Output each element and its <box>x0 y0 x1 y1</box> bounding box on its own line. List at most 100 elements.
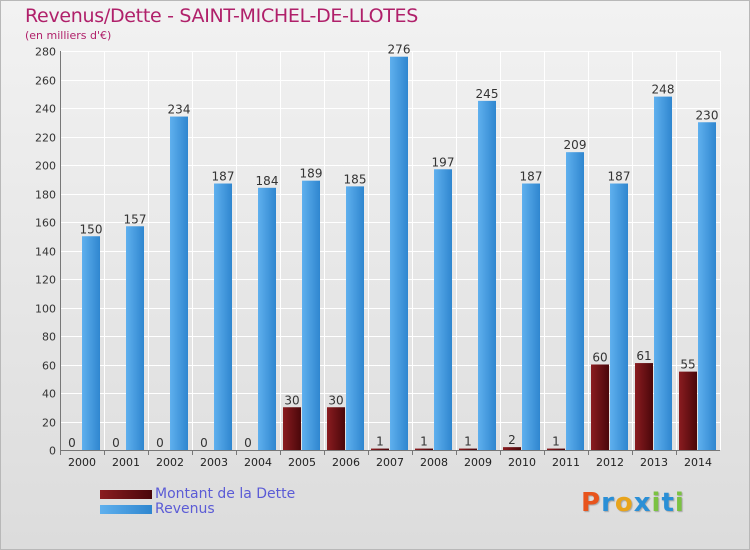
y-tick-label: 280 <box>35 46 56 59</box>
x-tick-label: 2013 <box>640 456 668 469</box>
data-label-revenue: 276 <box>388 43 411 57</box>
x-tick-label: 2002 <box>156 456 184 469</box>
bar-debt <box>591 364 609 450</box>
x-tick-label: 2008 <box>420 456 448 469</box>
logo-letter: P <box>581 488 602 518</box>
legend-item-debt: Montant de la Dette <box>100 487 295 502</box>
data-label-debt: 61 <box>636 349 651 363</box>
data-label-revenue: 187 <box>520 170 543 184</box>
x-tick-label: 2010 <box>508 456 536 469</box>
chart-subtitle: (en milliers d'€) <box>25 29 112 42</box>
y-tick-label: 120 <box>35 274 56 287</box>
data-label-revenue: 245 <box>476 87 499 101</box>
y-tick-label: 100 <box>35 303 56 316</box>
y-tick-label: 260 <box>35 75 56 88</box>
bar-debt <box>283 407 301 450</box>
x-tick-label: 2004 <box>244 456 272 469</box>
bar-revenue <box>82 236 100 450</box>
data-label-debt: 0 <box>156 436 164 450</box>
data-label-debt: 1 <box>376 435 384 449</box>
logo-letter: x <box>633 488 652 518</box>
bar-revenue <box>302 180 320 451</box>
y-tick-label: 220 <box>35 132 56 145</box>
data-label-debt: 0 <box>200 436 208 450</box>
bar-revenue <box>566 152 584 451</box>
y-tick-label: 0 <box>49 445 56 458</box>
bar-revenue <box>654 96 672 450</box>
bar-revenue <box>258 187 276 451</box>
bar-revenue <box>170 116 188 451</box>
bar-revenue <box>390 56 408 450</box>
data-label-debt: 0 <box>68 436 76 450</box>
logo-letter: r <box>601 488 615 518</box>
bar-debt <box>415 448 433 450</box>
bar-revenue <box>698 122 716 450</box>
legend-label-revenue: Revenus <box>155 501 215 517</box>
data-label-debt: 30 <box>284 393 299 407</box>
bar-revenue <box>610 183 628 450</box>
x-tick-label: 2005 <box>288 456 316 469</box>
proxiti-logo: Proxiti <box>581 488 685 518</box>
y-tick-label: 80 <box>42 331 56 344</box>
bar-debt <box>679 371 697 450</box>
data-label-debt: 55 <box>680 358 695 372</box>
legend-label-debt: Montant de la Dette <box>155 486 296 502</box>
bar-debt <box>459 448 477 450</box>
data-label-revenue: 209 <box>564 138 587 152</box>
bar-revenue <box>478 100 496 450</box>
bar-debt <box>635 363 653 450</box>
data-label-revenue: 185 <box>344 172 367 186</box>
x-tick-label: 2012 <box>596 456 624 469</box>
legend-item-revenue: Revenus <box>100 502 295 517</box>
logo-letter: t <box>661 488 675 518</box>
logo-letter: o <box>614 488 634 518</box>
data-label-revenue: 189 <box>300 167 323 181</box>
bar-debt <box>503 447 521 450</box>
y-tick-label: 160 <box>35 217 56 230</box>
y-tick-label: 60 <box>42 360 56 373</box>
data-label-debt: 1 <box>552 435 560 449</box>
legend-swatch-debt <box>100 490 152 499</box>
x-tick-label: 2003 <box>200 456 228 469</box>
legend-swatch-revenue <box>100 505 152 514</box>
logo-letter: i <box>674 488 685 518</box>
y-tick-label: 180 <box>35 189 56 202</box>
bar-debt <box>371 448 389 450</box>
data-label-revenue: 197 <box>432 155 455 169</box>
data-label-revenue: 234 <box>168 103 191 117</box>
data-label-revenue: 157 <box>124 212 147 226</box>
data-label-revenue: 230 <box>696 108 719 122</box>
data-label-debt: 0 <box>244 436 252 450</box>
data-label-revenue: 187 <box>212 170 235 184</box>
x-tick-label: 2001 <box>112 456 140 469</box>
data-label-debt: 60 <box>592 351 607 365</box>
data-label-debt: 1 <box>420 435 428 449</box>
bar-revenue <box>522 183 540 450</box>
x-tick-label: 2000 <box>68 456 96 469</box>
x-tick-label: 2007 <box>376 456 404 469</box>
bar-revenue <box>434 169 452 450</box>
x-tick-label: 2006 <box>332 456 360 469</box>
y-tick-label: 240 <box>35 103 56 116</box>
y-tick-label: 20 <box>42 417 56 430</box>
y-tick-label: 140 <box>35 246 56 259</box>
data-label-debt: 2 <box>508 433 516 447</box>
bar-revenue <box>346 186 364 450</box>
data-label-revenue: 184 <box>256 174 279 188</box>
data-label-debt: 1 <box>464 435 472 449</box>
data-label-revenue: 248 <box>652 83 675 97</box>
bar-debt <box>327 407 345 450</box>
data-label-debt: 0 <box>112 436 120 450</box>
legend: Montant de la Dette Revenus <box>100 487 295 517</box>
bar-revenue <box>214 183 232 450</box>
data-label-debt: 30 <box>328 393 343 407</box>
bar-revenue <box>126 226 144 450</box>
x-tick-label: 2014 <box>684 456 712 469</box>
x-tick-label: 2009 <box>464 456 492 469</box>
x-tick-label: 2011 <box>552 456 580 469</box>
data-label-revenue: 150 <box>80 222 103 236</box>
data-label-revenue: 187 <box>608 170 631 184</box>
y-tick-label: 40 <box>42 388 56 401</box>
chart-title: Revenus/Dette - SAINT-MICHEL-DE-LLOTES <box>25 5 419 27</box>
